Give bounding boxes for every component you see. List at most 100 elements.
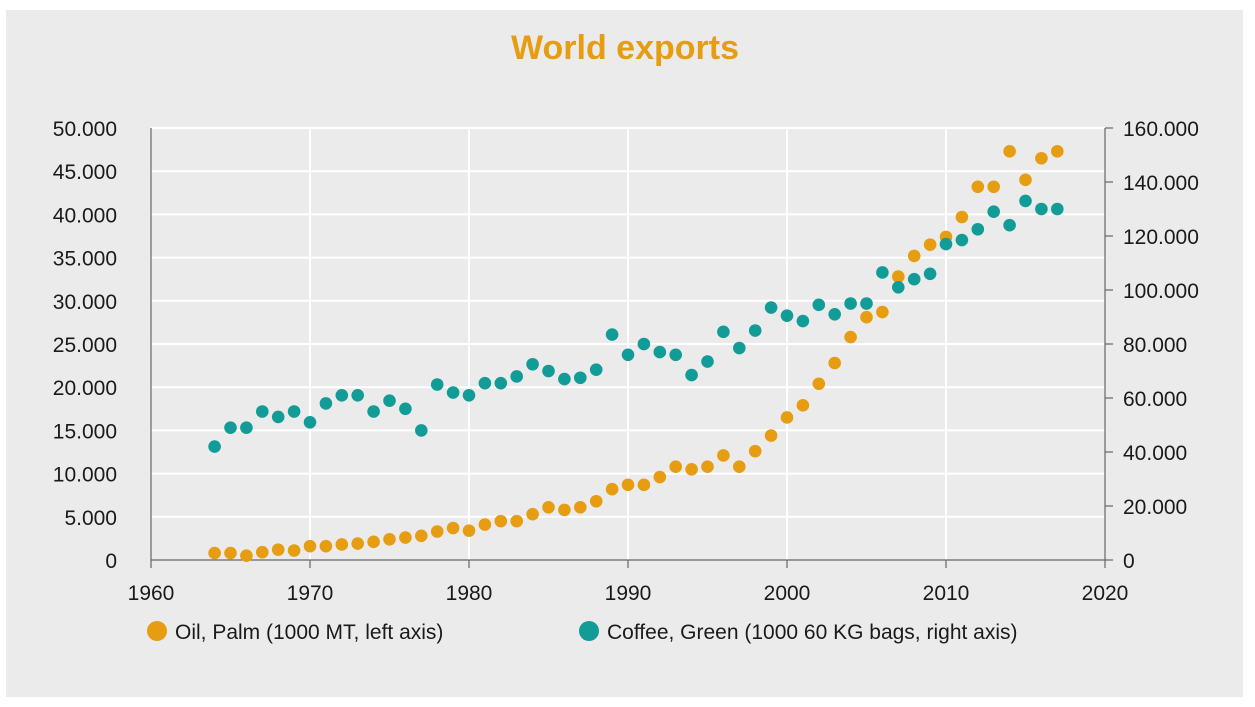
palm-oil-point (987, 180, 1000, 194)
coffee-point (335, 389, 349, 402)
left-tick-label: 20.000 (53, 377, 117, 400)
legend: Oil, Palm (1000 MT, left axis) Coffee, Gr… (147, 621, 1018, 644)
palm-oil-point (208, 546, 221, 560)
x-tick-label: 1980 (446, 582, 493, 605)
coffee-point (589, 363, 603, 376)
palm-oil-point (1035, 151, 1048, 165)
coffee-point (367, 405, 380, 418)
palm-oil-point (430, 525, 444, 538)
palm-oil-point (224, 546, 237, 560)
palm-oil-point (510, 514, 523, 528)
coffee-point (907, 272, 921, 286)
coffee-point (446, 386, 460, 399)
right-axis-ticks: 0 20.000 40.000 60.000 80.000 100.000 120.000 1… (1105, 118, 1199, 573)
palm-oil-point (669, 460, 682, 473)
palm-oil-point (367, 535, 380, 549)
coffee-point (1003, 218, 1016, 232)
coffee-point (224, 421, 237, 435)
x-tick-label: 2000 (764, 582, 811, 605)
coffee-point (796, 314, 810, 328)
palm-oil-point (605, 482, 619, 496)
coffee-point (605, 328, 619, 341)
palm-oil-point (287, 544, 301, 557)
coffee-point (319, 397, 333, 410)
coffee-point (1035, 202, 1048, 216)
palm-oil-point (796, 399, 810, 412)
coffee-point (430, 378, 444, 391)
coffee-point (669, 348, 682, 362)
left-tick-label: 35.000 (53, 248, 117, 271)
palm-oil-point (637, 478, 651, 492)
gridlines (151, 127, 1105, 560)
legend-marker (579, 621, 599, 641)
coffee-point (955, 233, 969, 247)
palm-oil-point (478, 518, 492, 531)
coffee-point (510, 370, 523, 383)
palm-oil-point (971, 180, 985, 194)
coffee-point (271, 410, 285, 424)
palm-oil-point (653, 470, 667, 484)
left-tick-label: 25.000 (53, 334, 117, 357)
palm-oil-point (621, 478, 635, 492)
legend-label: Coffee, Green (1000 60 KG bags, right ax… (607, 621, 1018, 644)
palm-oil-point (717, 449, 730, 462)
coffee-point (1051, 202, 1064, 216)
coffee-point (653, 345, 667, 359)
right-tick-label: 40.000 (1123, 442, 1187, 465)
palm-oil-point (351, 537, 365, 550)
left-tick-label: 10.000 (53, 464, 117, 487)
coffee-point (685, 368, 698, 382)
coffee-point (701, 355, 714, 368)
coffee-point (892, 281, 905, 294)
palm-oil-point (240, 549, 253, 562)
legend-label: Oil, Palm (1000 MT, left axis) (175, 621, 443, 644)
palm-oil-point (1019, 173, 1032, 187)
palm-oil-point (574, 500, 587, 514)
coffee-point (748, 324, 762, 337)
chart-panel: World exports 1960 1970 1980 1990 2000 2010 20… (6, 10, 1243, 697)
coffee-point (844, 297, 857, 310)
x-tick-label: 1970 (287, 582, 334, 605)
palm-oil-point (828, 356, 841, 370)
coffee-point (240, 421, 253, 435)
palm-oil-point (462, 524, 476, 537)
x-tick-label: 1990 (605, 582, 652, 605)
right-tick-label: 0 (1123, 550, 1135, 573)
palm-oil-point (589, 494, 603, 508)
palm-oil-point (383, 532, 396, 546)
coffee-point (399, 402, 412, 416)
palm-oil-point (860, 310, 873, 324)
palm-oil-point (812, 377, 826, 391)
coffee-point (255, 405, 269, 418)
palm-oil-point (907, 249, 921, 263)
coffee-point (462, 389, 476, 402)
left-axis-ticks: 0 5.000 10.000 15.000 20.000 25.000 30.000 35.0… (53, 118, 117, 573)
right-tick-label: 160.000 (1123, 118, 1199, 141)
palm-oil-point (319, 539, 333, 553)
coffee-point (860, 297, 873, 310)
palm-oil-point (876, 305, 889, 319)
coffee-point (764, 301, 778, 314)
right-tick-label: 120.000 (1123, 226, 1199, 249)
palm-oil-point (303, 539, 317, 553)
x-tick-label: 2020 (1082, 582, 1129, 605)
coffee-point (621, 348, 635, 362)
coffee-point (1019, 194, 1032, 208)
coffee-point (733, 341, 746, 355)
coffee-point (558, 372, 571, 386)
coffee-point (939, 237, 953, 251)
palm-oil-point (255, 545, 269, 559)
data-points (208, 145, 1064, 562)
coffee-point (717, 325, 730, 339)
palm-oil-point (335, 538, 349, 551)
coffee-point (971, 222, 985, 236)
palm-oil-point (558, 503, 571, 517)
palm-oil-point (415, 529, 428, 543)
left-tick-label: 30.000 (53, 291, 117, 314)
coffee-point (780, 309, 794, 322)
coffee-point (828, 308, 841, 321)
right-tick-label: 20.000 (1123, 496, 1187, 519)
chart-title: World exports (511, 29, 739, 67)
palm-oil-point (733, 460, 746, 473)
left-tick-label: 40.000 (53, 204, 117, 227)
